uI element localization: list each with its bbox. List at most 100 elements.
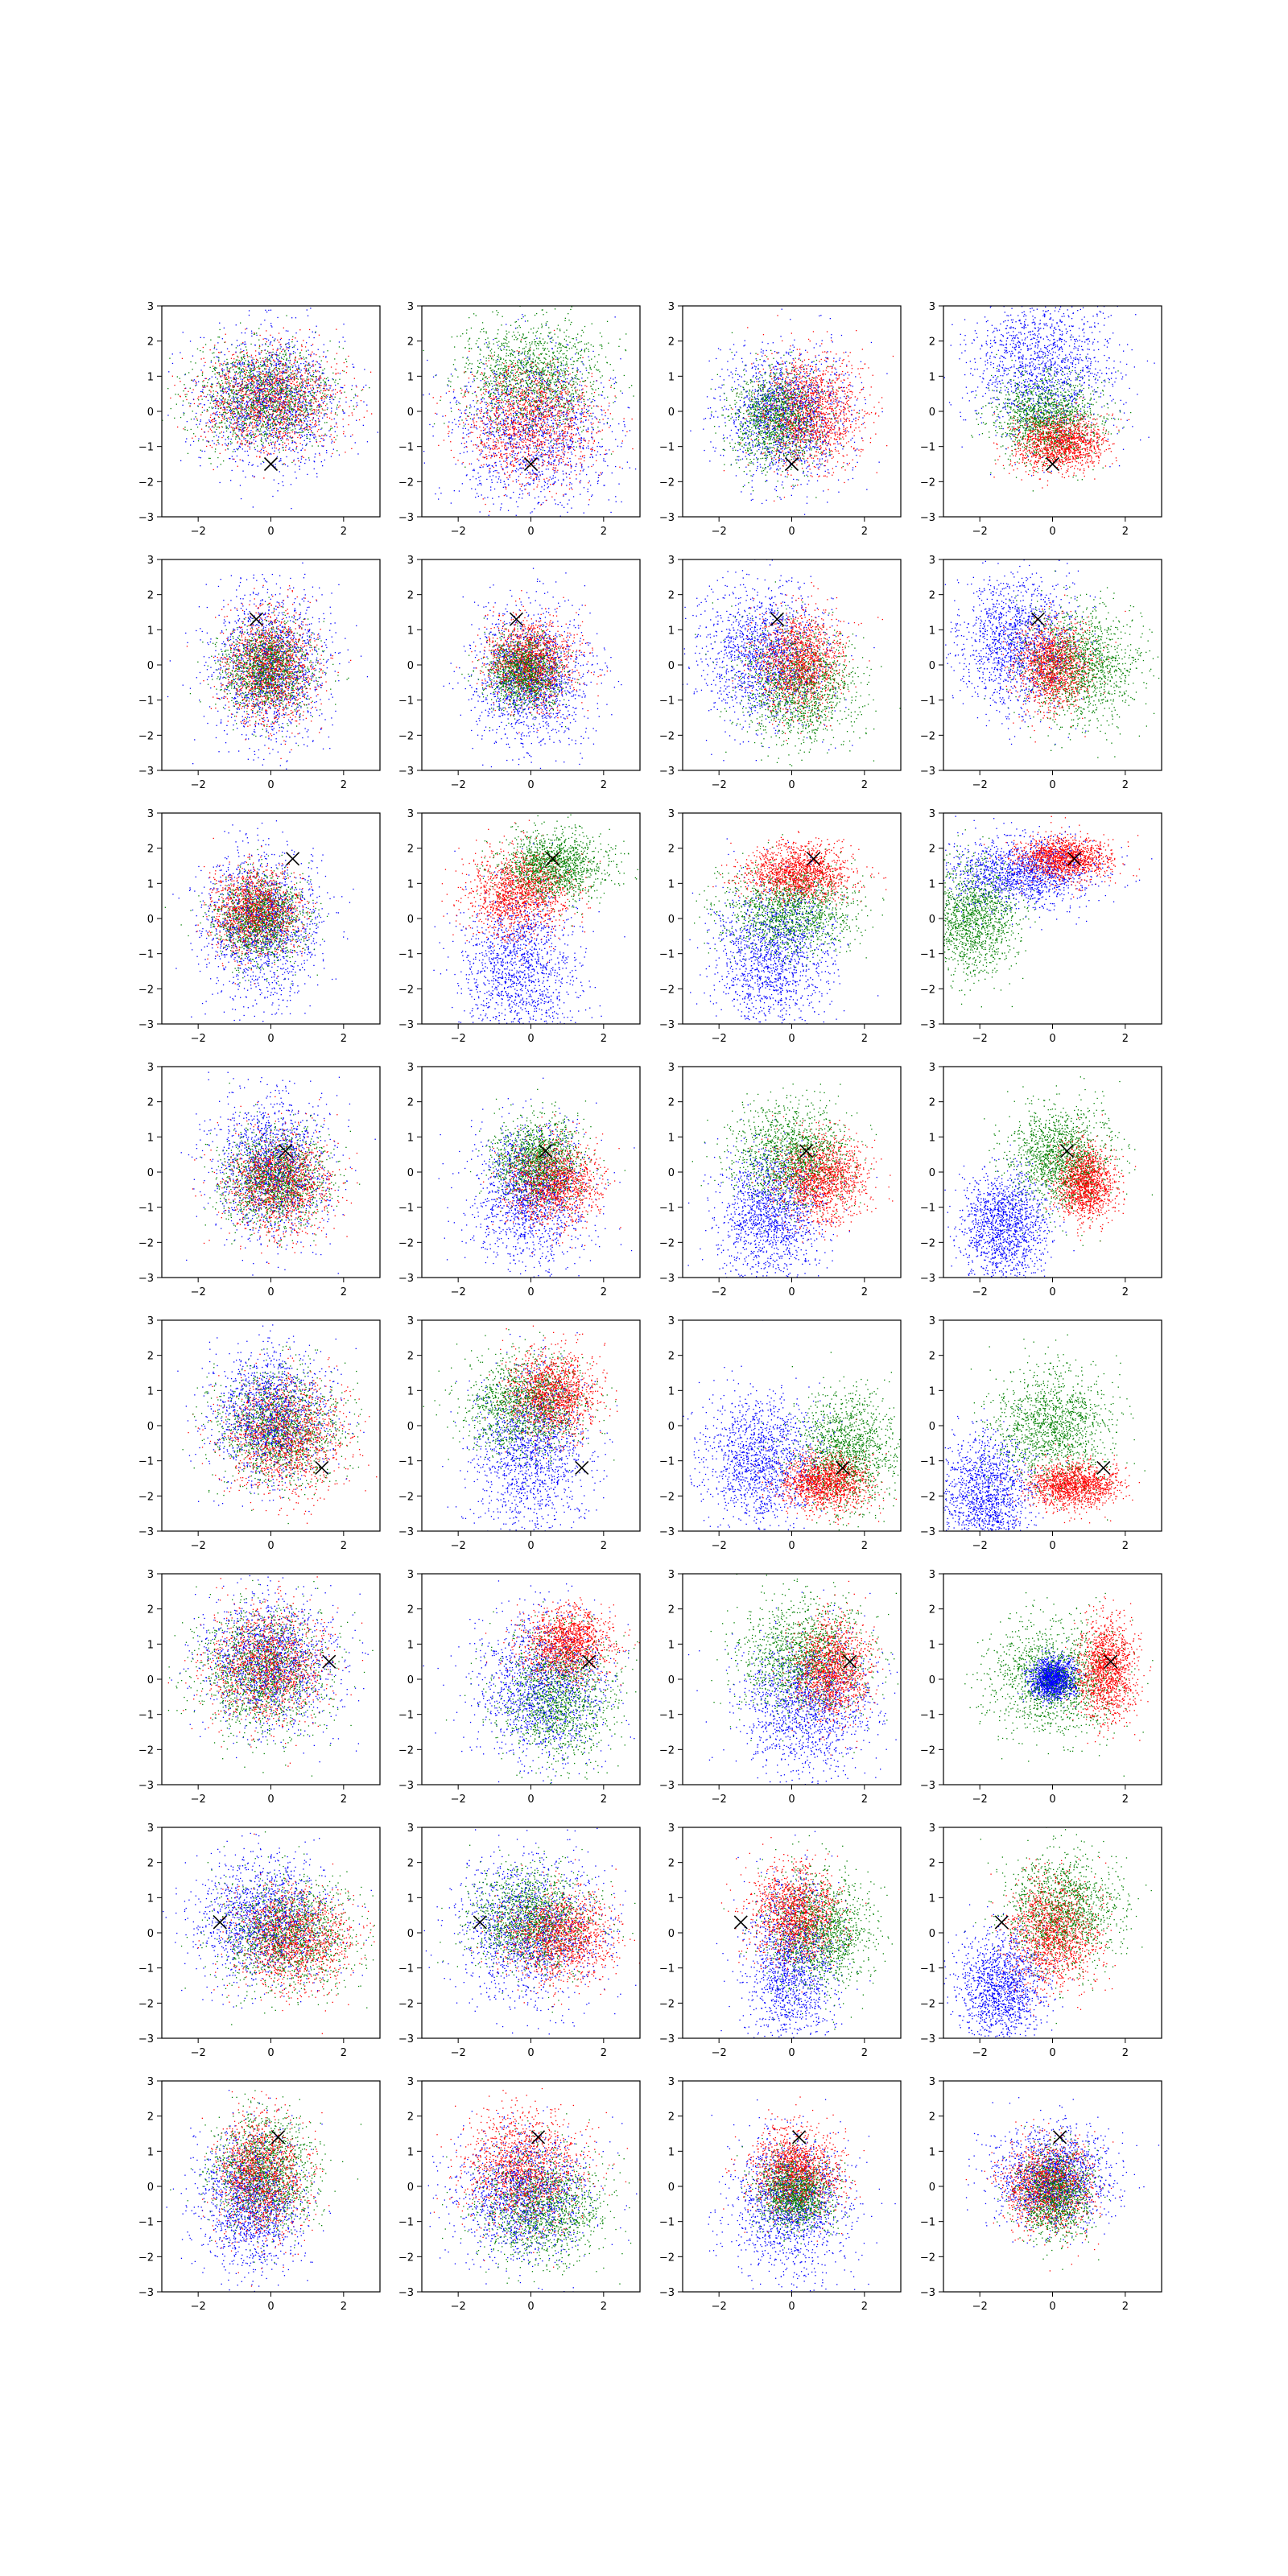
blue-point	[248, 389, 249, 390]
blue-point	[363, 425, 364, 426]
red-point	[194, 403, 195, 404]
blue-point	[217, 392, 218, 393]
blue-point	[518, 497, 519, 498]
blue-point	[493, 434, 494, 435]
green-point	[190, 388, 191, 389]
red-point	[553, 456, 554, 457]
green-point	[291, 391, 292, 392]
blue-point	[275, 417, 276, 418]
blue-point	[290, 389, 291, 390]
red-point	[210, 391, 211, 392]
green-point	[263, 406, 264, 407]
blue-point	[331, 443, 332, 444]
green-point	[307, 376, 308, 377]
blue-point	[329, 399, 330, 400]
red-point	[485, 454, 486, 455]
green-point	[260, 440, 261, 441]
blue-point	[519, 494, 520, 495]
blue-point	[292, 347, 293, 348]
blue-point	[236, 381, 237, 382]
blue-point	[219, 323, 220, 324]
green-point	[251, 381, 252, 382]
red-point	[267, 366, 268, 367]
green-point	[261, 426, 262, 427]
green-point	[280, 388, 281, 389]
green-point	[513, 391, 514, 392]
red-point	[245, 328, 246, 329]
green-point	[214, 347, 215, 348]
red-point	[205, 397, 206, 398]
blue-point	[292, 425, 293, 426]
blue-point	[282, 481, 283, 482]
blue-point	[282, 349, 283, 350]
green-point	[282, 358, 283, 359]
blue-point	[305, 361, 306, 362]
blue-point	[273, 365, 274, 366]
green-point	[253, 406, 254, 407]
blue-point	[306, 342, 307, 343]
red-point	[293, 460, 294, 461]
blue-point	[289, 385, 290, 386]
green-point	[219, 433, 220, 434]
red-point	[301, 385, 302, 386]
red-point	[252, 431, 253, 432]
green-point	[289, 405, 290, 406]
blue-point	[313, 388, 314, 389]
blue-point	[489, 472, 490, 473]
blue-point	[306, 426, 307, 427]
red-point	[306, 386, 307, 387]
green-point	[211, 399, 212, 400]
blue-point	[320, 429, 321, 430]
green-point	[247, 413, 248, 414]
red-point	[321, 435, 322, 436]
green-point	[290, 390, 291, 391]
green-point	[498, 341, 499, 342]
red-point	[520, 474, 521, 475]
blue-point	[281, 346, 282, 347]
green-point	[241, 419, 242, 420]
green-point	[542, 326, 543, 327]
blue-point	[282, 371, 283, 372]
red-point	[323, 395, 324, 396]
blue-point	[268, 372, 269, 373]
green-point	[310, 406, 311, 407]
blue-point	[311, 430, 312, 431]
green-point	[246, 390, 247, 391]
blue-point	[304, 463, 305, 464]
red-point	[288, 410, 289, 411]
green-point	[327, 350, 328, 351]
green-point	[259, 376, 260, 377]
blue-point	[301, 369, 302, 370]
green-point	[239, 368, 240, 369]
green-point	[240, 375, 241, 376]
blue-point	[319, 371, 320, 372]
red-point	[182, 358, 183, 359]
blue-point	[326, 388, 327, 389]
green-point	[259, 384, 260, 385]
red-point	[276, 412, 277, 413]
red-point	[281, 351, 282, 352]
green-point	[188, 402, 189, 403]
red-point	[217, 401, 218, 402]
red-point	[262, 397, 263, 398]
green-point	[287, 379, 288, 380]
red-point	[279, 424, 280, 425]
green-point	[261, 372, 262, 373]
blue-point	[298, 391, 299, 392]
blue-point	[297, 370, 298, 371]
red-point	[547, 433, 548, 434]
red-point	[202, 407, 203, 408]
red-point	[312, 379, 313, 380]
green-point	[292, 411, 293, 412]
red-point	[503, 393, 504, 394]
blue-point	[270, 453, 271, 454]
red-point	[472, 374, 473, 375]
green-point	[220, 414, 221, 415]
red-point	[286, 417, 287, 418]
red-point	[230, 399, 231, 400]
blue-point	[267, 407, 268, 408]
blue-point	[226, 444, 227, 445]
red-point	[237, 394, 238, 395]
blue-point	[291, 317, 292, 318]
green-point	[257, 374, 258, 375]
